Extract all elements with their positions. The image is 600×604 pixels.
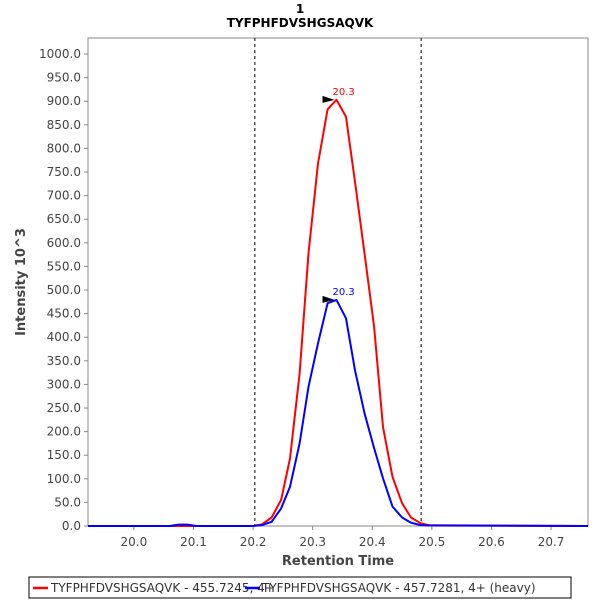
x-axis-label: Retention Time [282, 554, 394, 569]
x-tick-label: 20.0 [121, 535, 148, 549]
y-tick-label: 500.0 [47, 283, 81, 297]
series-line-0 [88, 98, 589, 527]
series-line-1 [88, 298, 589, 527]
y-tick-label: 800.0 [47, 141, 81, 155]
y-tick-label: 300.0 [47, 377, 81, 391]
y-tick-label: 1000.0 [39, 47, 81, 61]
y-tick-label: 650.0 [47, 212, 81, 226]
x-tick-label: 20.4 [359, 535, 386, 549]
peak-label: 20.3 [333, 87, 355, 98]
chart-subtitle: TYFPHFDVSHGSAQVK [227, 16, 374, 30]
y-tick-label: 100.0 [47, 472, 81, 486]
y-tick-label: 350.0 [47, 354, 81, 368]
y-tick-label: 150.0 [47, 448, 81, 462]
y-tick-label: 550.0 [47, 259, 81, 273]
y-axis-label: Intensity 10^3 [14, 228, 29, 336]
x-tick-label: 20.6 [478, 535, 505, 549]
y-tick-label: 700.0 [47, 189, 81, 203]
x-tick-label: 20.7 [538, 535, 565, 549]
legend: TYFPHFDVSHGSAQVK - 455.7245, 4+ TYFPHFDV… [28, 576, 572, 599]
legend-label-light: TYFPHFDVSHGSAQVK - 455.7245, 4+ [50, 581, 275, 595]
y-tick-label: 450.0 [47, 307, 81, 321]
y-tick-label: 750.0 [47, 165, 81, 179]
y-tick-label: 900.0 [47, 94, 81, 108]
y-tick-label: 950.0 [47, 71, 81, 85]
y-tick-label: 400.0 [47, 330, 81, 344]
y-tick-label: 200.0 [47, 425, 81, 439]
peak-marker-icon [322, 295, 335, 303]
x-tick-label: 20.3 [299, 535, 326, 549]
y-tick-label: 50.0 [54, 495, 81, 509]
peak-marker-icon [322, 95, 335, 103]
plot-area [87, 37, 589, 527]
y-tick-label: 0.0 [62, 519, 81, 533]
x-tick-label: 20.1 [180, 535, 207, 549]
chart-title: 1 [296, 2, 304, 16]
legend-label-heavy: TYFPHFDVSHGSAQVK - 457.7281, 4+ (heavy) [261, 581, 536, 595]
y-tick-label: 600.0 [47, 236, 81, 250]
y-tick-label: 250.0 [47, 401, 81, 415]
x-tick-label: 20.2 [240, 535, 267, 549]
y-tick-label: 850.0 [47, 118, 81, 132]
x-tick-label: 20.5 [419, 535, 446, 549]
peak-label: 20.3 [333, 287, 355, 298]
